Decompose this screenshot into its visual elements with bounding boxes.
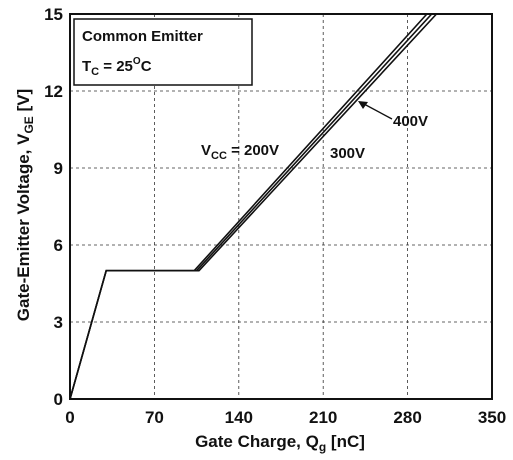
legend-title: Common Emitter: [82, 28, 203, 45]
x-axis-title: Gate Charge, Qg [nC]: [195, 432, 365, 454]
x-tick-label: 210: [309, 408, 337, 427]
series-line-3: [70, 14, 438, 399]
x-tick-label: 70: [145, 408, 164, 427]
x-tick-label: 350: [478, 408, 506, 427]
x-tick-label: 0: [65, 408, 74, 427]
series-group: [70, 14, 438, 399]
x-tick-label: 140: [225, 408, 253, 427]
annotation-300v: 300V: [330, 145, 365, 162]
y-axis-title: Gate-Emitter Voltage, VGE [V]: [14, 89, 36, 321]
y-tick-label: 12: [44, 82, 63, 101]
annotation-vcc-200v: VCC = 200V: [201, 142, 279, 162]
y-tick-label: 0: [54, 390, 63, 409]
plot-frame: [69, 13, 493, 400]
legend-temperature: TC = 25OC: [82, 56, 152, 78]
y-tick-label: 15: [44, 5, 63, 24]
y-tick-label: 6: [54, 236, 63, 255]
y-tick-label: 9: [54, 159, 63, 178]
legend-box: Common Emitter TC = 25OC: [73, 18, 253, 86]
y-tick-label: 3: [54, 313, 63, 332]
grid: [70, 14, 492, 399]
annotation-400v-arrow: [358, 101, 393, 120]
tick-labels: 0 70 140 210 280 350 0 3 6 9 12 15: [44, 5, 506, 427]
legend-frame: [73, 18, 253, 86]
x-tick-label: 280: [393, 408, 421, 427]
annotation-400v: 400V: [393, 113, 428, 130]
